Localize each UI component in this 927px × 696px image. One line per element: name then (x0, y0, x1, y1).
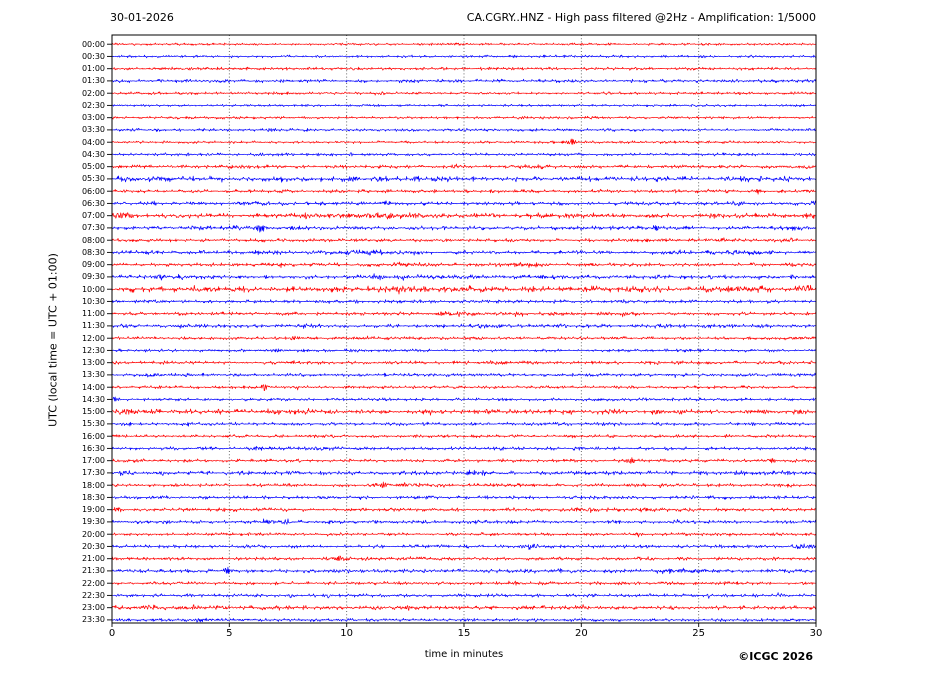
ytick-label-1900: 19:00 (81, 505, 105, 515)
ytick-label-0030: 00:30 (81, 51, 105, 61)
ytick-label-1730: 17:30 (81, 468, 105, 478)
ytick-label-0130: 01:30 (81, 76, 105, 86)
ytick-label-2000: 20:00 (81, 529, 105, 539)
ytick-label-1400: 14:00 (81, 382, 105, 392)
xtick-label-0: 0 (108, 628, 116, 639)
ytick-label-1330: 13:30 (81, 370, 105, 380)
station-title: CA.CGRY..HNZ - High pass filtered @2Hz -… (466, 11, 816, 24)
ytick-label-0100: 01:00 (81, 64, 105, 74)
ytick-label-0630: 06:30 (81, 198, 105, 208)
ytick-label-0200: 02:00 (81, 88, 105, 98)
ytick-label-0230: 02:30 (81, 100, 105, 110)
ytick-label-0830: 08:30 (81, 247, 105, 257)
ytick-label-1030: 10:30 (81, 296, 105, 306)
ytick-label-2330: 23:30 (81, 615, 105, 625)
xtick-label-20: 20 (574, 628, 588, 639)
ytick-label-2300: 23:00 (81, 603, 105, 613)
ytick-label-1530: 15:30 (81, 419, 105, 429)
ytick-label-1930: 19:30 (81, 517, 105, 527)
ytick-label-1000: 10:00 (81, 284, 105, 294)
xtick-label-25: 25 (692, 628, 706, 639)
ytick-label-0600: 06:00 (81, 186, 105, 196)
ytick-label-0000: 00:00 (81, 39, 105, 49)
ytick-label-0400: 04:00 (81, 137, 105, 147)
ytick-label-1500: 15:00 (81, 407, 105, 417)
ytick-label-2200: 22:00 (81, 578, 105, 588)
xtick-label-5: 5 (226, 628, 233, 639)
ytick-label-0530: 05:30 (81, 174, 105, 184)
xtick-label-30: 30 (809, 628, 823, 639)
ytick-label-1600: 16:00 (81, 431, 105, 441)
ytick-label-0700: 07:00 (81, 211, 105, 221)
ytick-label-1430: 14:30 (81, 394, 105, 404)
ytick-label-0900: 09:00 (81, 260, 105, 270)
xtick-label-15: 15 (457, 628, 471, 639)
ytick-label-2030: 20:30 (81, 541, 105, 551)
xtick-label-10: 10 (340, 628, 354, 639)
ytick-label-0430: 04:30 (81, 149, 105, 159)
ytick-label-0930: 09:30 (81, 272, 105, 282)
ytick-label-2100: 21:00 (81, 554, 105, 564)
ytick-label-1230: 12:30 (81, 345, 105, 355)
ytick-label-1100: 11:00 (81, 309, 105, 319)
ytick-label-1130: 11:30 (81, 321, 105, 331)
ytick-label-1300: 13:00 (81, 358, 105, 368)
ytick-label-0300: 03:00 (81, 113, 105, 123)
ytick-label-2230: 22:30 (81, 590, 105, 600)
ytick-label-0330: 03:30 (81, 125, 105, 135)
ytick-label-1800: 18:00 (81, 480, 105, 490)
ytick-label-0800: 08:00 (81, 235, 105, 245)
date-title: 30-01-2026 (110, 11, 174, 24)
ytick-label-1830: 18:30 (81, 492, 105, 502)
ytick-label-1700: 17:00 (81, 456, 105, 466)
ytick-label-1630: 16:30 (81, 443, 105, 453)
ytick-label-1200: 12:00 (81, 333, 105, 343)
ytick-label-2130: 21:30 (81, 566, 105, 576)
copyright-text: ©ICGC 2026 (738, 650, 813, 663)
x-axis-label: time in minutes (424, 649, 504, 660)
ytick-label-0730: 07:30 (81, 223, 105, 233)
ytick-label-0500: 05:00 (81, 162, 105, 172)
